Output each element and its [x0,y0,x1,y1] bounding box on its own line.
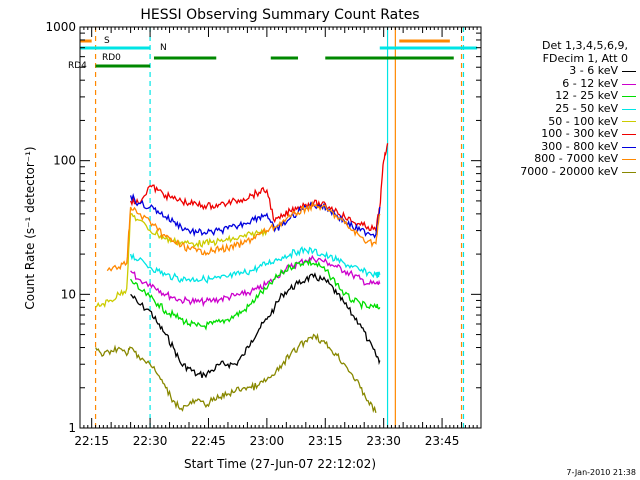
legend-entry-label: 50 - 100 keV [548,114,618,128]
state-bar-label-s: S [104,36,110,46]
x-axis-label: Start Time (27-Jun-07 22:12:02) [184,457,376,471]
state-bars: S N RD0 RD4 [68,36,478,71]
legend-entry-label: 100 - 300 keV [541,127,618,141]
legend-entry: 3 - 6 keV [480,65,638,78]
series-line-800-7000-kev [106,200,381,272]
chart-title: HESSI Observing Summary Count Rates [140,7,419,23]
legend-entry-label: 800 - 7000 keV [534,152,618,166]
legend-header-line-2: FDecim 1, Att 0 [542,51,628,65]
legend-swatch [622,96,636,98]
series-line-100-300-kev [129,143,389,233]
y-tick-label: 1000 [45,20,76,34]
legend-entries: 3 - 6 keV 6 - 12 keV 12 - 25 keV 25 - 50 ke… [480,65,638,178]
legend-swatch [622,133,636,135]
series-line-7000-20000-kev [95,332,377,414]
legend-swatch [622,83,636,85]
state-bar-label-n: N [160,43,167,53]
series-line-6-12-kev [130,254,381,308]
legend-swatch [622,121,636,123]
legend-swatch [622,70,636,72]
series-group [95,143,389,414]
y-tick-label: 10 [61,287,76,301]
y-tick-label: 1 [68,421,76,435]
x-tick-label: 22:45 [191,434,226,448]
series-line-3-6-kev [130,272,381,379]
x-axis: 22:15 22:30 22:45 23:00 23:15 23:30 23:45 [74,27,482,448]
y-axis-label: Count Rate (s⁻¹ detector⁻¹) [23,146,37,309]
x-tick-label: 22:15 [74,434,109,448]
legend-entry-label: 300 - 800 keV [541,139,618,153]
legend-entry: 25 - 50 keV [480,101,638,116]
legend-header-line-1: Det 1,3,4,5,6,9, [541,39,628,52]
x-tick-label: 23:30 [366,434,401,448]
state-bar-label-rd0: RD0 [102,53,121,63]
series-line-25-50-kev [129,246,381,284]
legend-entry: 6 - 12 keV [480,76,638,91]
legend-entry: 100 - 300 keV [480,128,638,141]
series-line-300-800-kev [129,192,381,239]
x-tick-label: 23:45 [425,434,460,448]
x-tick-label: 23:00 [250,434,285,448]
legend-swatch [622,108,636,110]
legend-entry: 800 - 7000 keV [480,153,638,166]
legend-entry-label: 7000 - 20000 keV [520,164,618,178]
y-tick-label: 100 [53,154,76,168]
plot-frame [79,26,482,429]
legend-swatch [622,171,636,173]
legend-entry: 12 - 25 keV [480,90,638,103]
state-bar-label-rd4: RD4 [68,61,87,71]
x-tick-label: 22:30 [133,434,168,448]
legend-entry: 50 - 100 keV [480,114,638,129]
plot-timestamp: 7-Jan-2010 21:38 [566,468,636,477]
x-tick-label: 23:15 [308,434,343,448]
legend-entry-label: 25 - 50 keV [555,101,618,115]
legend-swatch [622,146,636,148]
legend-entry-label: 12 - 25 keV [555,89,618,103]
legend-entry-label: 3 - 6 keV [569,64,618,78]
legend-entry-label: 6 - 12 keV [562,76,618,90]
y-axis: 1 10 100 1000 [45,20,481,435]
legend-entry: 7000 - 20000 keV [480,164,638,179]
legend: Det 1,3,4,5,6,9, FDecim 1, Att 0 3 - 6 k… [480,39,638,179]
series-line-12-25-kev [130,258,381,331]
vertical-markers [94,27,465,428]
series-line-50-100-kev [95,213,268,309]
legend-entry: 300 - 800 keV [480,139,638,154]
legend-swatch [622,159,636,161]
